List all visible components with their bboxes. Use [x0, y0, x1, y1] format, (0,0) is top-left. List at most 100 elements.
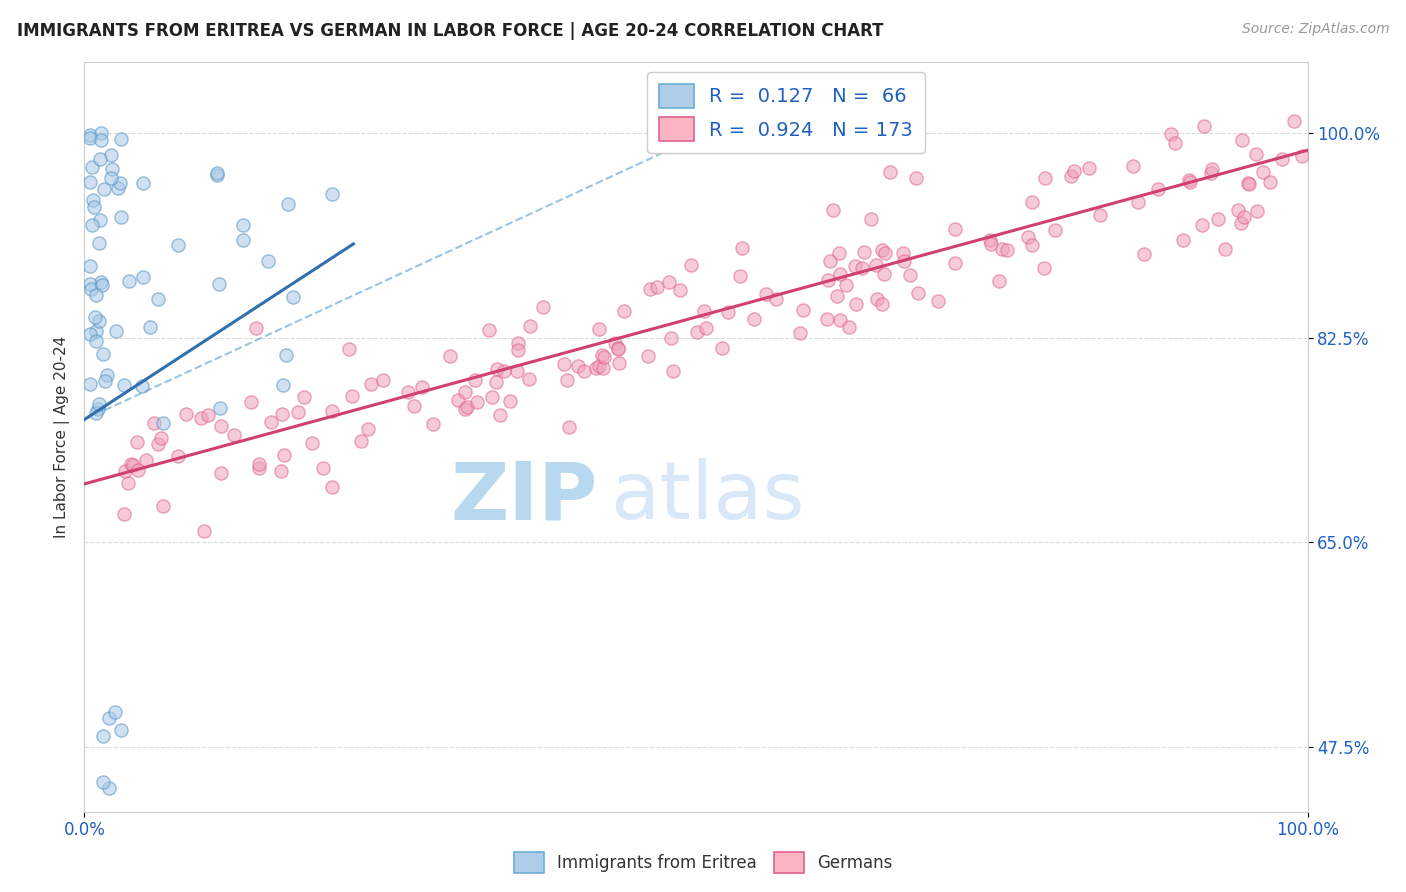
Text: atlas: atlas [610, 458, 804, 536]
Point [980, 236, 1002, 251]
Point [273, 448, 295, 462]
Point [247, 461, 270, 475]
Point [90, 275, 112, 289]
Point [821, 202, 844, 217]
Point [669, 283, 692, 297]
Point [519, 318, 541, 333]
Point [835, 278, 858, 293]
Point [87, 314, 110, 328]
Point [91, 729, 114, 743]
Point [731, 241, 754, 255]
Point [765, 292, 787, 306]
Point [1260, 175, 1282, 189]
Point [270, 464, 292, 478]
Point [818, 254, 841, 268]
Point [828, 268, 851, 282]
Point [90, 126, 112, 140]
Point [744, 312, 766, 326]
Point [943, 222, 966, 236]
Y-axis label: In Labor Force | Age 20-24: In Labor Force | Age 20-24 [55, 336, 70, 538]
Point [853, 245, 876, 260]
Point [283, 290, 305, 304]
Point [197, 408, 219, 422]
Point [205, 169, 228, 183]
Point [125, 434, 148, 449]
Point [711, 342, 734, 356]
Point [492, 364, 515, 378]
Legend: Immigrants from Eritrea, Germans: Immigrants from Eritrea, Germans [508, 846, 898, 880]
Point [287, 405, 309, 419]
Point [360, 377, 382, 392]
Point [277, 196, 299, 211]
Point [1282, 114, 1305, 128]
Point [337, 343, 360, 357]
Point [1060, 169, 1083, 183]
Point [1063, 164, 1085, 178]
Point [87, 397, 110, 411]
Point [907, 286, 929, 301]
Point [232, 218, 254, 232]
Point [508, 336, 530, 351]
Point [1206, 212, 1229, 227]
Point [1291, 149, 1313, 163]
Point [607, 341, 630, 355]
Point [859, 212, 882, 227]
Point [893, 254, 915, 268]
Point [100, 148, 122, 162]
Point [478, 323, 501, 337]
Point [659, 331, 682, 345]
Point [110, 131, 132, 145]
Point [166, 238, 188, 252]
Point [866, 292, 889, 306]
Point [1230, 216, 1253, 230]
Point [211, 467, 233, 481]
Point [553, 357, 575, 371]
Point [271, 378, 294, 392]
Point [1178, 175, 1201, 189]
Point [97, 711, 120, 725]
Point [995, 243, 1018, 257]
Point [260, 415, 283, 429]
Point [209, 418, 232, 433]
Point [82, 218, 104, 232]
Point [396, 384, 419, 399]
Point [321, 480, 343, 494]
Point [84, 288, 107, 302]
Text: IMMIGRANTS FROM ERITREA VS GERMAN IN LABOR FORCE | AGE 20-24 CORRELATION CHART: IMMIGRANTS FROM ERITREA VS GERMAN IN LAB… [17, 22, 883, 40]
Point [638, 281, 661, 295]
Point [1237, 176, 1260, 190]
Point [91, 347, 114, 361]
Point [1126, 194, 1149, 209]
Point [83, 200, 105, 214]
Point [131, 379, 153, 393]
Point [100, 170, 122, 185]
Point [464, 373, 486, 387]
Point [453, 401, 475, 416]
Point [245, 321, 267, 335]
Point [531, 300, 554, 314]
Point [79, 260, 101, 274]
Point [1078, 161, 1101, 175]
Point [79, 326, 101, 341]
Point [465, 394, 488, 409]
Point [87, 402, 110, 417]
Point [1043, 223, 1066, 237]
Point [257, 253, 280, 268]
Point [517, 372, 540, 386]
Point [80, 282, 103, 296]
Point [1233, 211, 1256, 225]
Point [484, 375, 506, 389]
Point [132, 176, 155, 190]
Point [506, 364, 529, 378]
Point [1201, 162, 1223, 177]
Point [1021, 238, 1043, 252]
Point [79, 175, 101, 189]
Point [91, 278, 114, 293]
Point [247, 457, 270, 471]
Point [591, 348, 613, 362]
Point [143, 416, 166, 430]
Point [357, 422, 380, 436]
Point [94, 374, 117, 388]
Point [117, 475, 139, 490]
Point [84, 334, 107, 348]
